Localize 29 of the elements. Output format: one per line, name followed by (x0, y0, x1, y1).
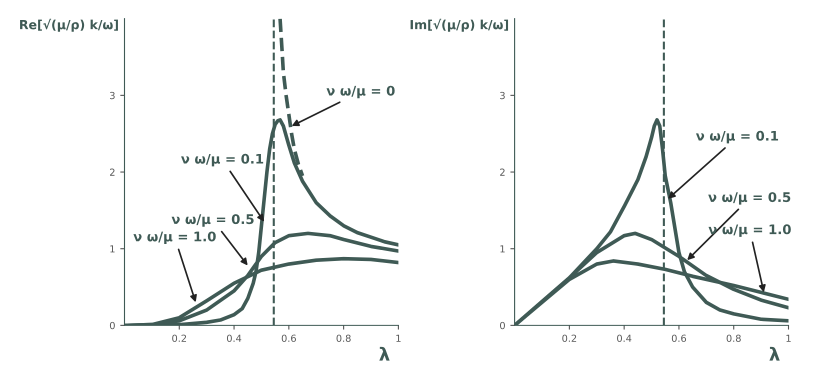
annotation: ν ω/μ = 0.1 (696, 130, 778, 144)
x-tick-label: 1 (786, 334, 791, 342)
x-tick-label: 1 (396, 334, 401, 342)
y-tick-label: 0 (500, 322, 505, 330)
x-tick-label: 0.2 (562, 334, 576, 342)
x-axis-title: λ (379, 346, 390, 361)
y-tick-label: 0 (110, 322, 115, 330)
y-axis-title: Re[√(μ/ρ) k/ω] (20, 18, 118, 32)
x-tick-label: 0.2 (172, 334, 186, 342)
y-tick-label: 3 (500, 92, 505, 100)
x-tick-label: 0.6 (672, 334, 686, 342)
y-tick-label: 1 (500, 245, 505, 252)
y-tick-label: 2 (110, 168, 114, 176)
x-tick-label: 0.6 (282, 334, 296, 342)
annotation: ν ω/μ = 0.5 (172, 214, 254, 227)
annotation: ν ω/μ = 1.0 (708, 224, 791, 237)
annotation: ν ω/μ = 0 (326, 86, 395, 98)
x-tick-label: 0.8 (726, 334, 741, 342)
x-tick-label: 0.4 (226, 334, 242, 342)
y-axis-title: Im[√(μ/ρ) k/ω] (410, 18, 508, 32)
x-tick-label: 0.4 (617, 334, 632, 342)
x-axis-title: λ (769, 346, 780, 361)
x-tick-label: 0.8 (336, 334, 351, 342)
y-tick-label: 3 (110, 92, 115, 100)
y-tick-label: 1 (110, 245, 115, 252)
annotation: ν ω/μ = 0.5 (708, 192, 790, 205)
annotation: ν ω/μ = 0.1 (181, 154, 264, 166)
annotation: ν ω/μ = 1.0 (133, 231, 216, 244)
y-tick-label: 2 (500, 168, 505, 176)
